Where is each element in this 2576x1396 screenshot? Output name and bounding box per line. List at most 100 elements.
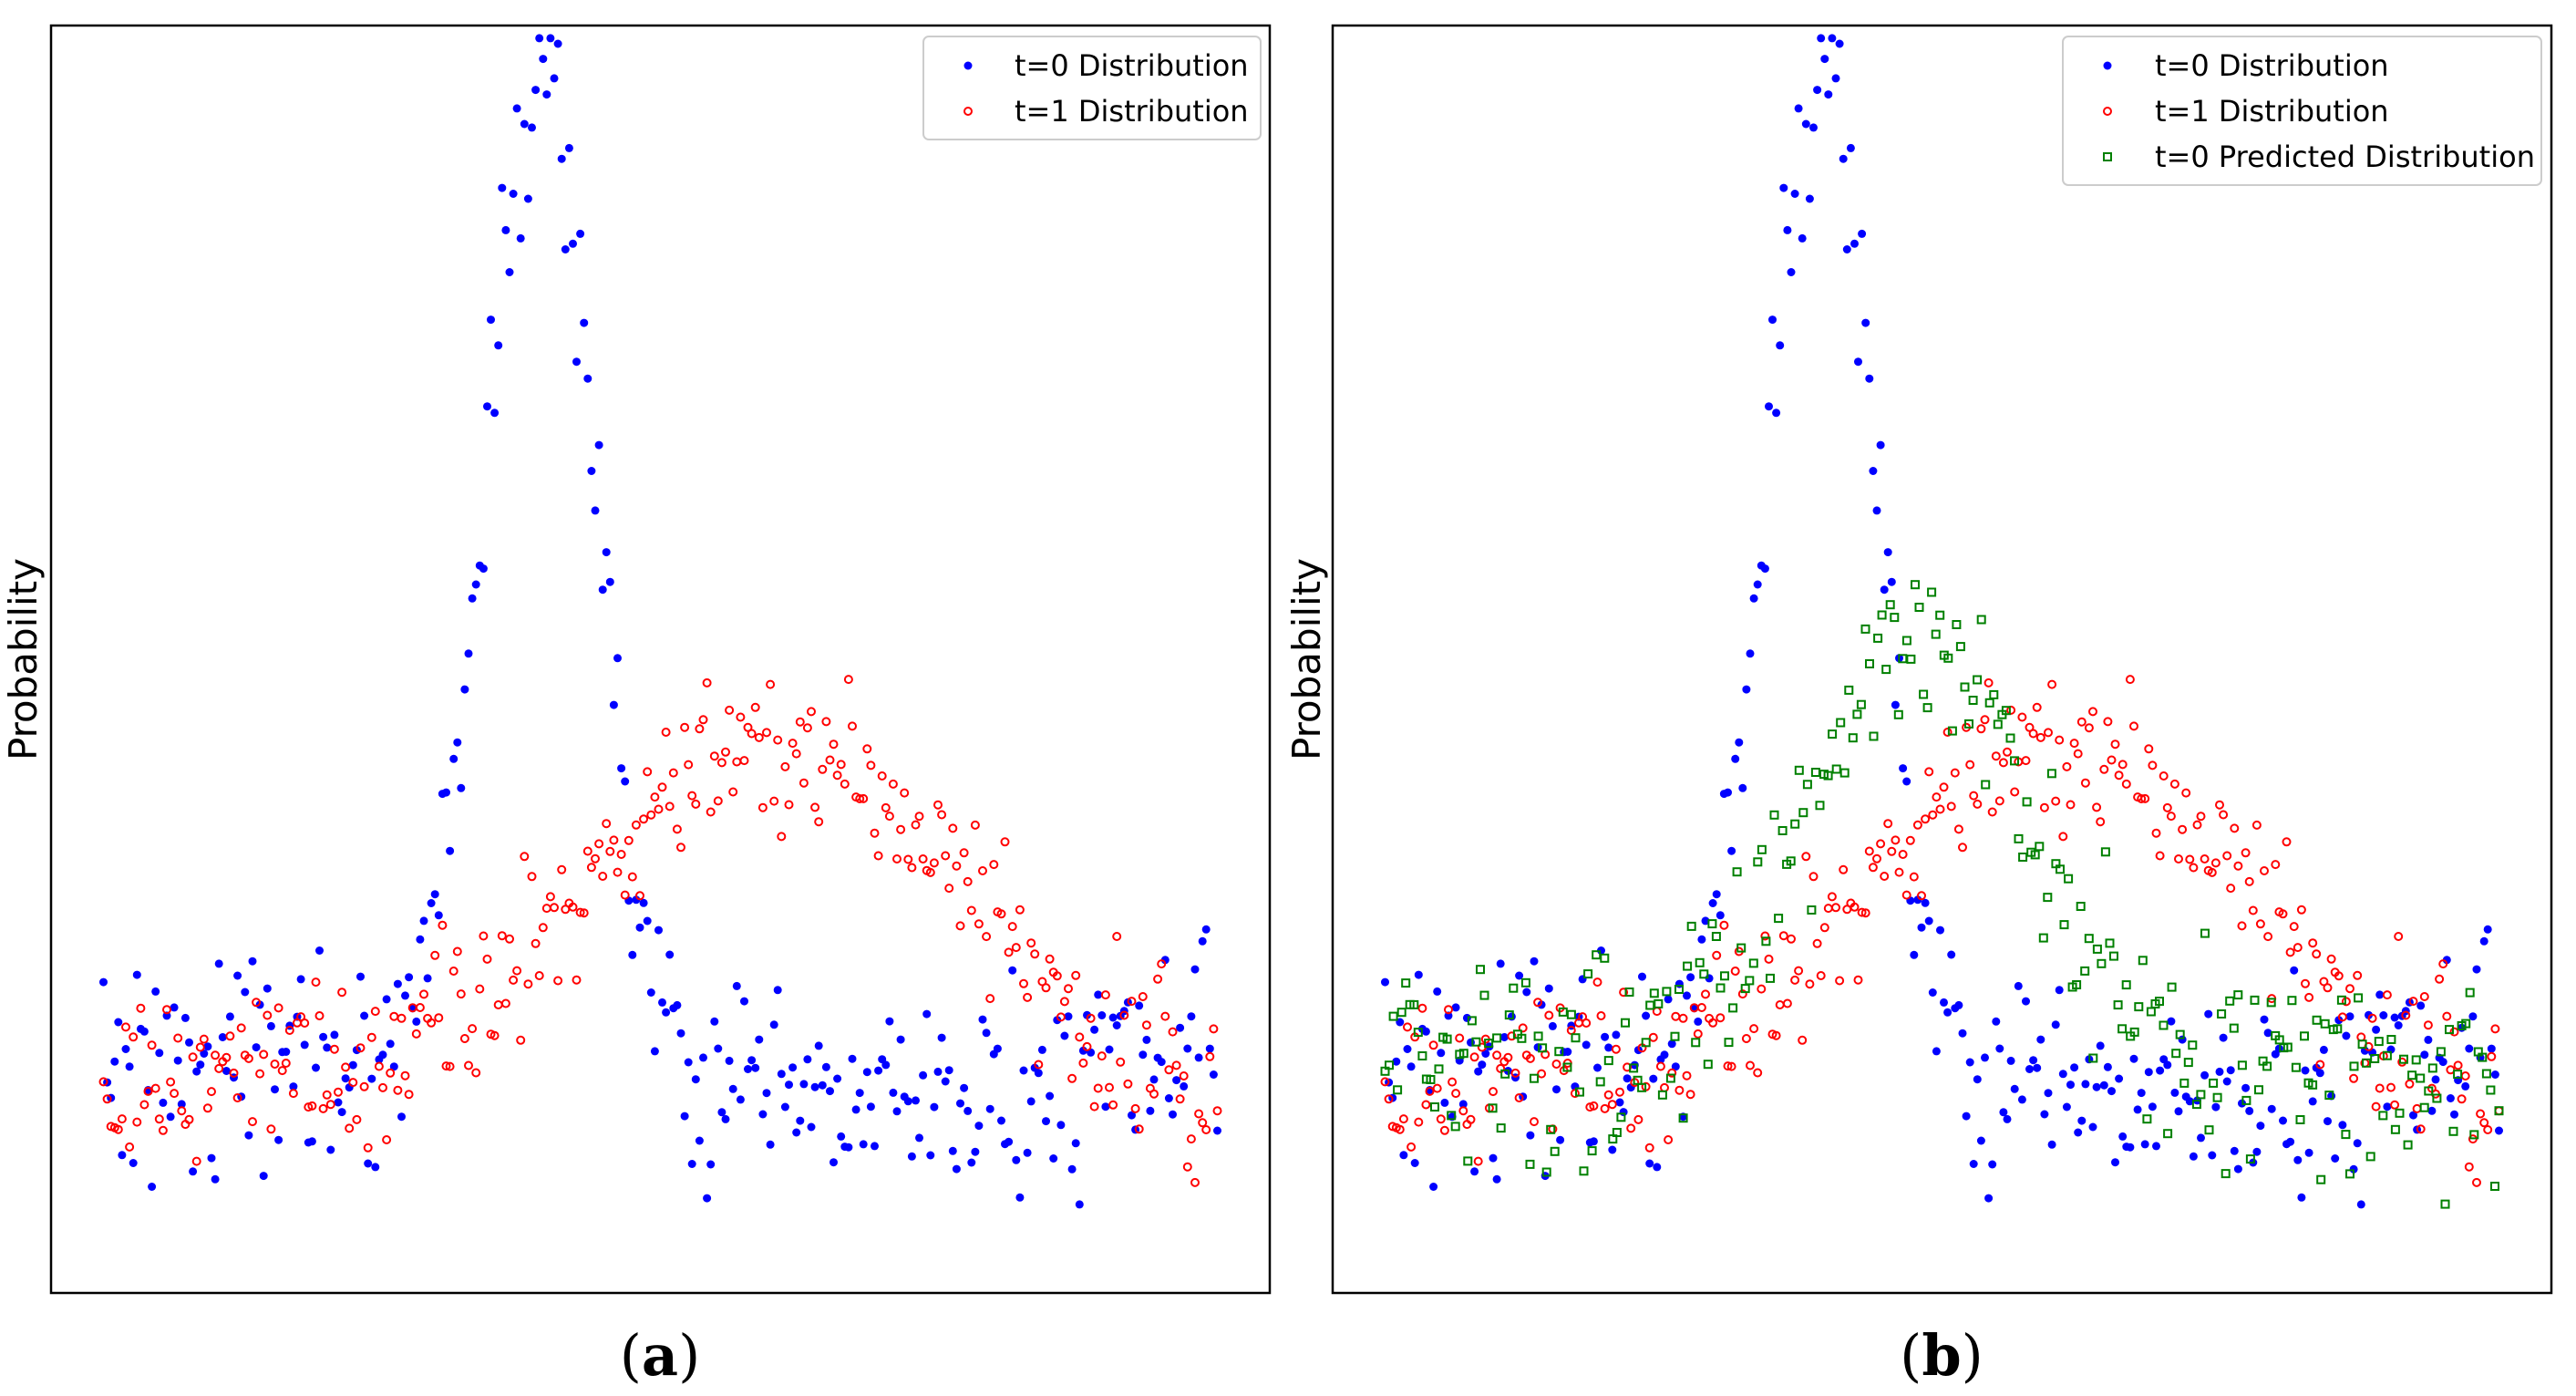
panel-a-point-t1-172 [739,756,749,766]
panel-b-points [1380,34,2504,1209]
panel-b-point-pred-132 [1927,587,1937,597]
panel-b-point-pred-196 [2191,1100,2201,1110]
panel-a-point-t1-177 [757,802,768,812]
panel-a-point-t1-51 [288,1089,298,1099]
panel-a-point-t0-200 [844,1143,853,1152]
panel-b-point-pred-237 [2362,1058,2372,1068]
panel-a-point-t0-266 [1090,1025,1099,1034]
panel-b-point-t1-92 [1723,1061,1733,1071]
panel-b-point-t0-245 [2293,1155,2303,1164]
panel-a-point-t0-296 [1201,925,1211,934]
panel-b-point-t0-203 [2137,1089,2146,1098]
panel-a-point-t0-142 [628,950,637,959]
panel-b-point-pred-246 [2399,1054,2408,1064]
panel-a-point-t1-248 [1023,992,1033,1002]
panel-a-point-t0-264 [1083,1010,1091,1019]
panel-b-point-t0-163 [1988,1160,1997,1169]
panel-a-point-t0-188 [799,1080,809,1089]
panel-a-point-t1-46 [270,1060,280,1069]
panel-a-point-t0-159 [691,1075,700,1084]
panel-b-point-t1-278 [2416,1124,2426,1134]
panel-a-point-t0-88 [427,899,436,907]
panel-a-point-t1-209 [877,771,887,781]
panel-b-point-pred-228 [2324,1091,2334,1101]
panel-b-point-t1-18 [1448,1077,1458,1087]
panel-b-point-t1-89 [1712,950,1722,960]
panel-a-point-t0-62 [330,1030,339,1039]
panel-a-point-t1-171 [736,712,746,722]
panel-b-point-pred-139 [1955,642,1965,652]
panel-b-point-t1-62 [1611,1044,1621,1054]
panel-b-point-t1-151 [1942,728,1953,737]
panel-b-point-t1-134 [1880,872,1890,881]
panel-b-point-t1-116 [1812,938,1822,948]
panel-b-point-t0-32 [1499,1033,1509,1041]
panel-b-point-t0-256 [2334,1016,2344,1025]
panel-a-point-t0-139 [617,764,626,773]
panel-a-point-t1-30 [211,1050,221,1060]
panel-a-point-t0-20 [173,1056,182,1065]
panel-b-point-pred-136 [1943,653,1953,663]
panel-b-point-t0-219 [2197,1133,2205,1143]
panel-a-point-t1-161 [698,715,708,725]
panel-a-point-t1-48 [277,1066,287,1076]
panel-a-point-t0-288 [1172,1076,1181,1085]
panel-b-point-t1-176 [2035,732,2045,742]
panel-b-point-pred-257 [2445,1025,2454,1035]
panel-b-point-t0-155 [1958,1029,1967,1038]
panel-b-point-pred-173 [2097,958,2107,968]
panel-b-point-t0-188 [2081,1080,2090,1089]
panel-a-point-t1-165 [713,796,723,806]
panel-a-point-t0-213 [892,1107,902,1116]
panel-a-point-t0-87 [423,974,432,983]
panel-a-point-t0-245 [1012,1155,1021,1164]
panel-b-point-t0-226 [2222,1077,2231,1086]
panel-a-point-t1-185 [788,739,798,749]
panel-a-point-t1-65 [341,1062,351,1072]
panel-a-point-t0-175 [751,1063,760,1072]
panel-a-point-t1-189 [802,723,812,733]
panel-a-point-t1-269 [1100,990,1110,1000]
panel-b-point-pred-22 [1471,1037,1481,1047]
panel-b-point-t0-69 [1638,972,1646,981]
panel-b-point-pred-201 [2212,1092,2222,1102]
panel-b-point-t0-54 [1582,1040,1591,1050]
panel-a-point-t0-22 [180,1013,190,1022]
panel-b-point-t1-227 [2226,884,2236,894]
panel-a-point-t1-23 [184,1114,194,1124]
panel-b-point-pred-47 [1575,1087,1584,1097]
panel-a-point-t1-84 [411,1029,421,1039]
panel-a-point-t0-185 [788,1063,798,1072]
panel-b-point-t0-8 [1410,1159,1419,1167]
panel-b-point-pred-236 [2357,1039,2367,1050]
panel-a-point-t1-239 [989,860,999,870]
panel-a-point-t1-150 [657,782,667,792]
panel-a-point-t0-140 [621,777,630,786]
panel-b-point-t1-58 [1596,1011,1606,1020]
panel-a-point-t0-295 [1198,936,1207,946]
panel-b-point-t1-79 [1674,1085,1685,1095]
panel-b-point-t0-206 [2148,1102,2157,1112]
panel-b-point-t0-85 [1697,935,1706,944]
panel-a-point-t0-19 [170,1003,179,1012]
panel-a-point-t1-292 [1186,1134,1196,1144]
panel-b-point-t1-231 [2241,848,2251,858]
panel-a-point-t0-54 [300,1040,309,1050]
panel-a-point-t0-53 [296,975,305,984]
panel-a-point-t1-39 [243,1053,253,1063]
panel-a-point-t1-274 [1119,1010,1129,1020]
panel-b-point-pred-134 [1935,610,1945,620]
panel-a-point-t1-296 [1201,1125,1211,1134]
panel-a-point-t1-186 [791,749,801,759]
panel-a-point-t1-247 [1019,978,1028,988]
panel-b-point-pred-202 [2217,1009,2227,1019]
panel-b-point-pred-82 [1720,971,1729,981]
panel-b-point-t1-194 [2103,717,2113,727]
panel-b-point-pred-117 [1865,659,1874,668]
panel-b-point-pred-242 [2382,1050,2392,1060]
panel-a-point-t1-13 [147,1040,157,1050]
panel-b-point-t0-223 [2211,1102,2221,1112]
panel-b-point-t1-168 [2006,705,2016,715]
panel-a-point-t1-140 [620,890,630,900]
